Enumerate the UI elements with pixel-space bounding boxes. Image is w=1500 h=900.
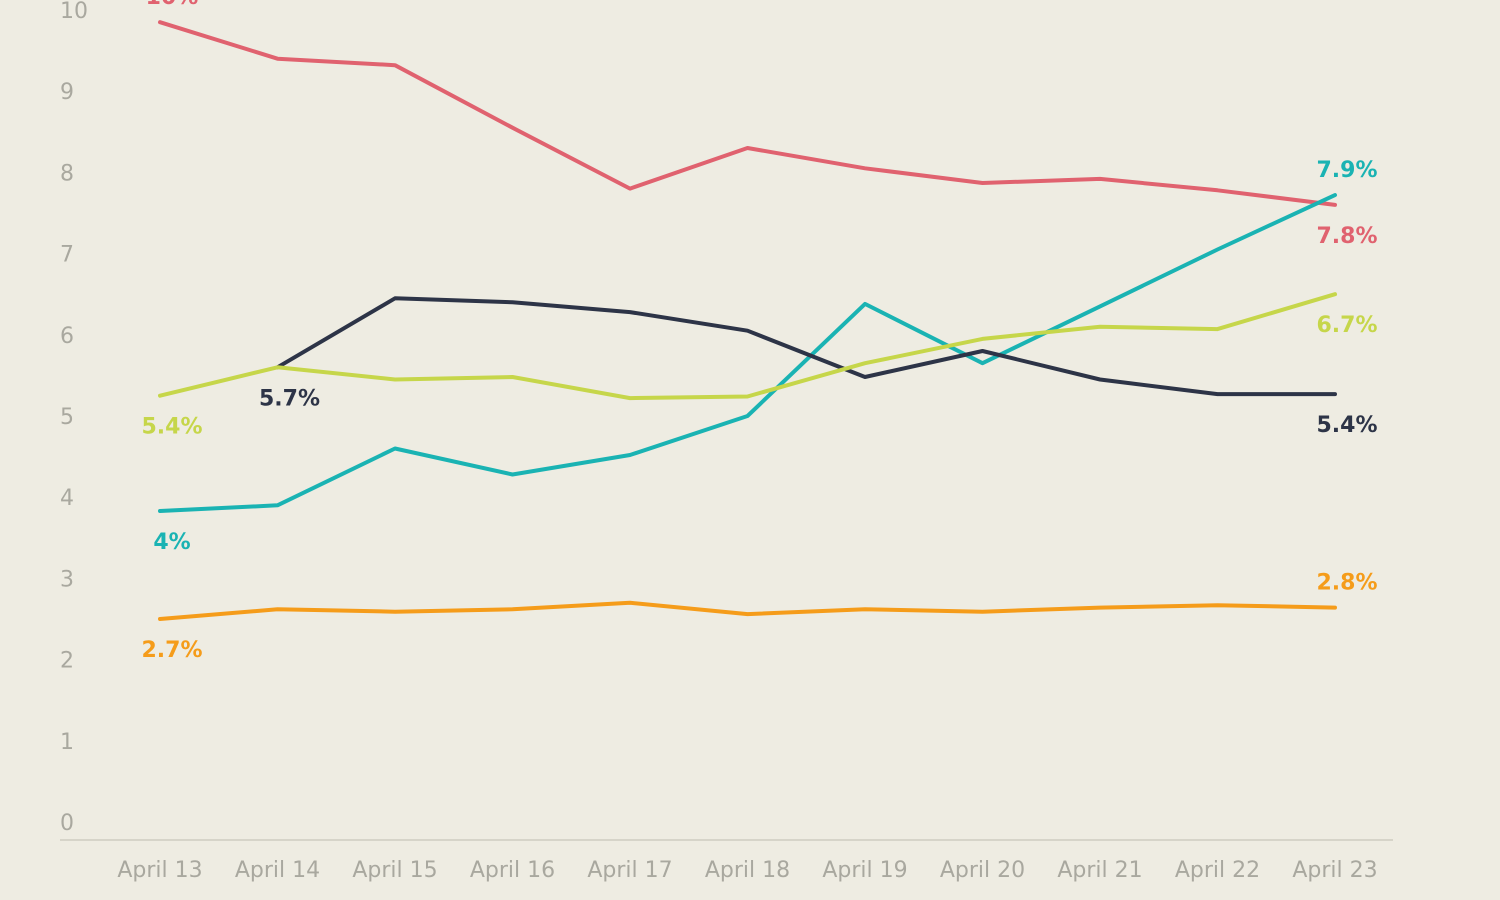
x-tick-label: April 13: [117, 858, 202, 883]
x-tick-label: April 21: [1057, 858, 1142, 883]
data-point: [863, 361, 867, 365]
x-tick-label: April 15: [352, 858, 437, 883]
series-lines: [158, 20, 1337, 621]
x-tick-label: April 23: [1292, 858, 1377, 883]
data-point: [863, 375, 867, 379]
data-point: [1216, 327, 1220, 331]
data-point: [158, 617, 162, 621]
data-point: [628, 396, 632, 400]
data-point: [158, 509, 162, 513]
data-labels: 10% 7.8% 4% 7.9% 5.7% 5.4% 5.4% 6.7% 2.7% 2.8%: [141, 0, 1377, 663]
data-point: [276, 607, 280, 611]
data-point: [158, 394, 162, 398]
data-label: 10%: [146, 0, 199, 10]
data-point: [393, 610, 397, 614]
data-point: [628, 310, 632, 314]
data-label: 7.9%: [1316, 158, 1377, 183]
data-point: [393, 63, 397, 67]
x-tick-label: April 19: [822, 858, 907, 883]
data-point: [981, 181, 985, 185]
data-point: [1333, 292, 1337, 296]
data-point: [1098, 377, 1102, 381]
x-tick-label: April 14: [235, 858, 320, 883]
data-point: [981, 361, 985, 365]
x-tick-label: April 17: [587, 858, 672, 883]
data-point: [511, 126, 515, 130]
y-tick-label: 6: [60, 324, 74, 349]
series-line-5: [158, 600, 1337, 621]
data-point: [628, 187, 632, 191]
data-point: [1333, 203, 1337, 207]
data-point: [511, 375, 515, 379]
data-point: [981, 337, 985, 341]
y-tick-label: 4: [60, 486, 74, 511]
y-tick-label: 2: [60, 649, 74, 674]
x-axis: April 13 April 14 April 15 April 16 April 17…: [117, 858, 1377, 883]
data-point: [276, 503, 280, 507]
y-tick-label: 7: [60, 243, 74, 268]
x-tick-label: April 20: [940, 858, 1025, 883]
data-point: [628, 453, 632, 457]
data-point: [511, 472, 515, 476]
data-label: 4%: [153, 530, 190, 555]
x-tick-label: April 16: [470, 858, 555, 883]
data-point: [863, 302, 867, 306]
data-point: [746, 612, 750, 616]
y-axis: 0 1 2 3 4 5 6 7 8 9 10: [60, 0, 88, 836]
data-point: [158, 20, 162, 24]
data-point: [746, 146, 750, 150]
series-line-4: [158, 292, 1337, 401]
data-point: [1098, 325, 1102, 329]
data-label: 2.7%: [141, 638, 202, 663]
data-point: [393, 296, 397, 300]
data-point: [276, 365, 280, 369]
y-tick-label: 1: [60, 730, 74, 755]
series-line-2: [158, 193, 1337, 513]
data-point: [746, 395, 750, 399]
series-line-3: [275, 296, 1337, 397]
data-point: [1216, 248, 1220, 252]
y-tick-label: 8: [60, 161, 74, 186]
x-tick-label: April 22: [1175, 858, 1260, 883]
data-point: [511, 607, 515, 611]
data-label: 5.4%: [141, 415, 202, 440]
series-line-1: [158, 20, 1337, 207]
data-label: 7.8%: [1316, 224, 1377, 249]
y-tick-label: 0: [60, 811, 74, 836]
data-point: [746, 329, 750, 333]
data-point: [981, 610, 985, 614]
data-point: [1098, 606, 1102, 610]
data-point: [276, 57, 280, 61]
data-point: [863, 166, 867, 170]
data-point: [1216, 188, 1220, 192]
data-point: [393, 446, 397, 450]
data-point: [746, 414, 750, 418]
x-tick-label: April 18: [705, 858, 790, 883]
data-point: [1216, 392, 1220, 396]
data-point: [511, 300, 515, 304]
data-point: [863, 607, 867, 611]
data-point: [981, 349, 985, 353]
data-point: [393, 377, 397, 381]
data-point: [1333, 193, 1337, 197]
data-point: [1098, 304, 1102, 308]
data-point: [628, 601, 632, 605]
data-point: [1333, 392, 1337, 396]
data-label: 6.7%: [1316, 313, 1377, 338]
data-point: [1098, 177, 1102, 181]
y-tick-label: 3: [60, 567, 74, 592]
data-point: [1333, 606, 1337, 610]
y-tick-label: 9: [60, 80, 74, 105]
data-label: 5.7%: [259, 386, 320, 411]
y-tick-label: 5: [60, 405, 74, 430]
data-label: 2.8%: [1316, 571, 1377, 596]
data-label: 5.4%: [1316, 413, 1377, 438]
y-tick-label: 10: [60, 0, 88, 24]
data-point: [1216, 603, 1220, 607]
